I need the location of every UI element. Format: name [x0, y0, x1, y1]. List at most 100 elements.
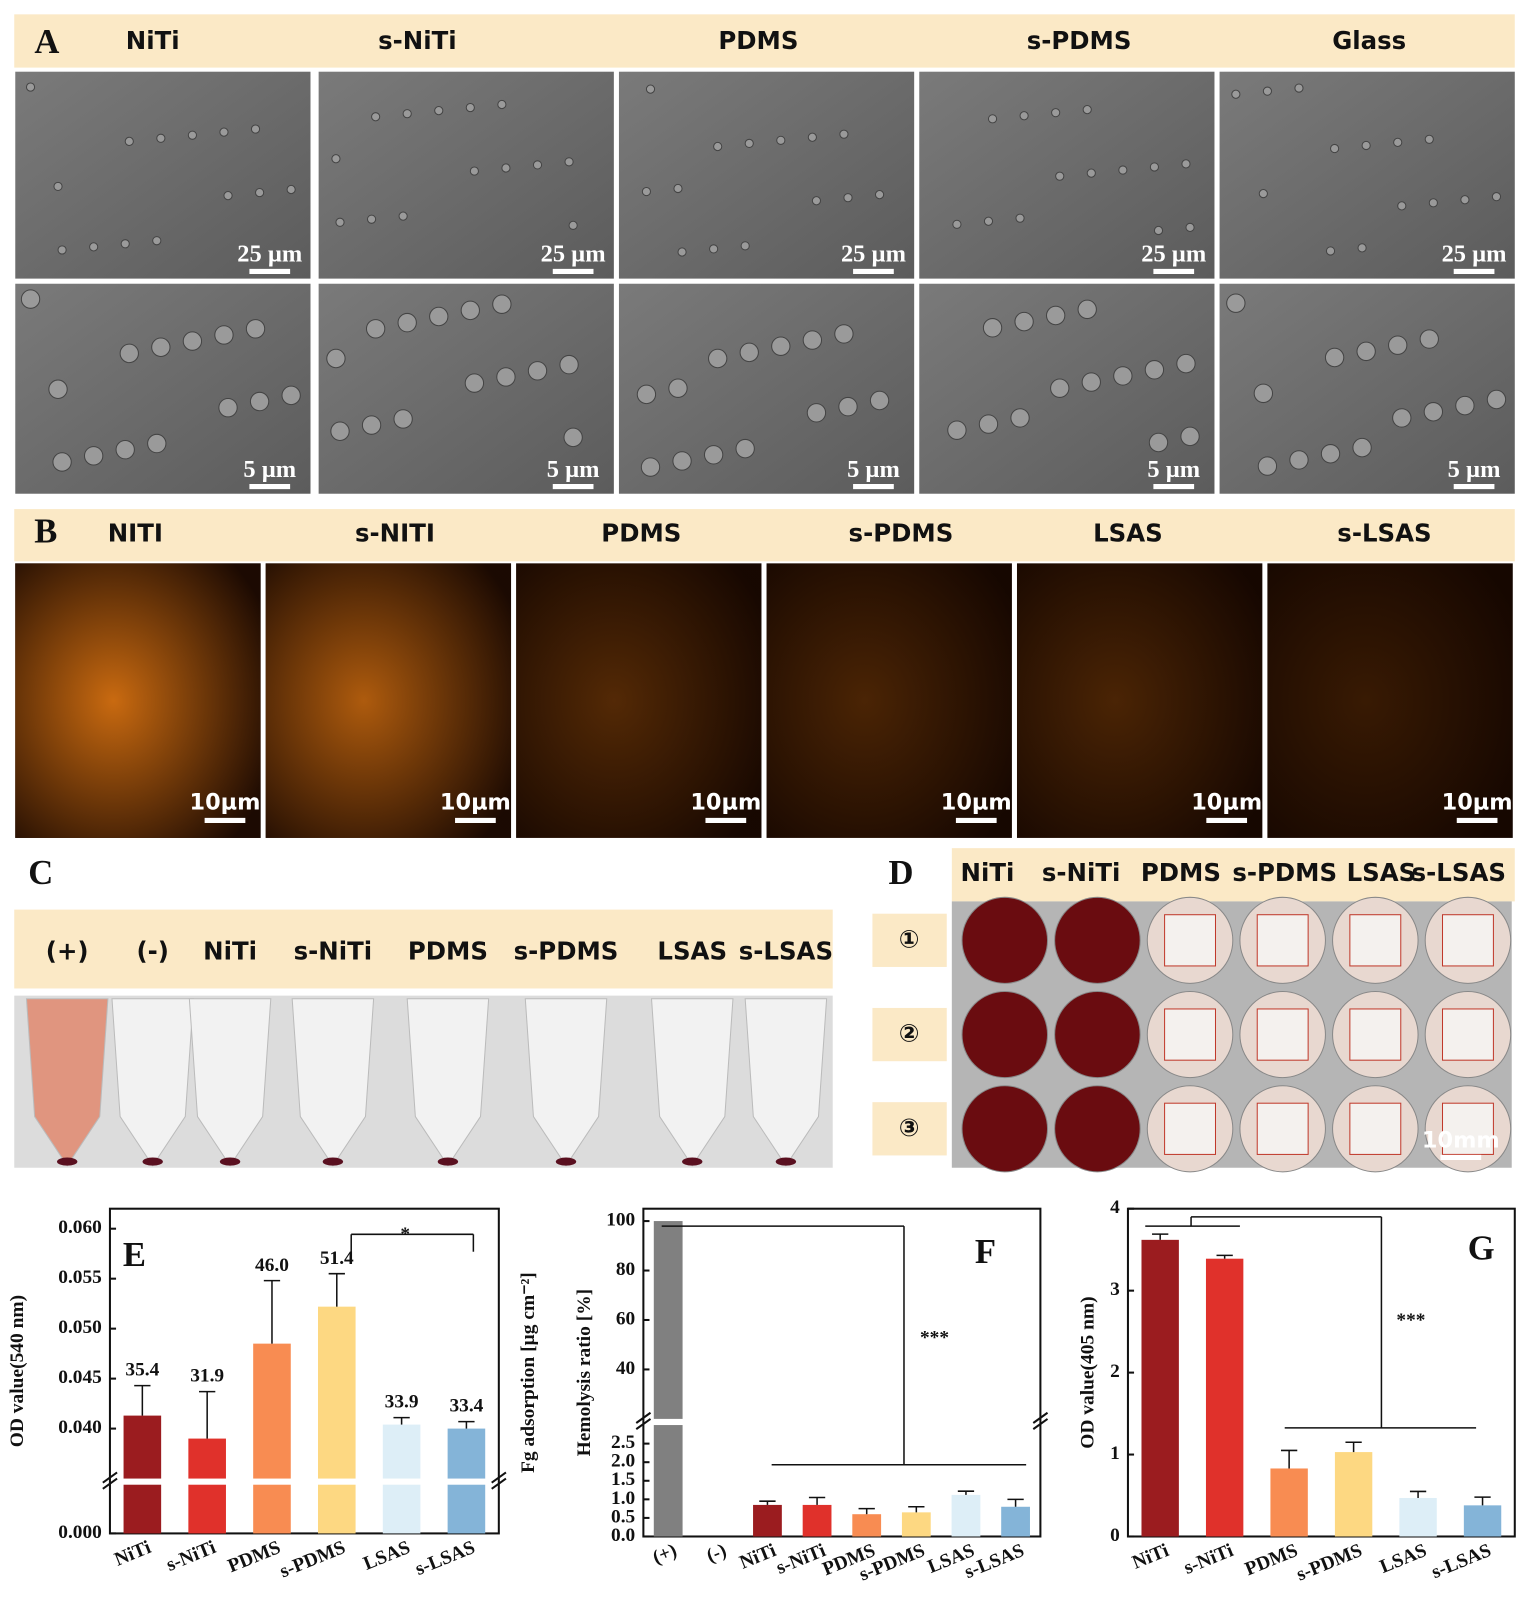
cell	[735, 438, 755, 459]
x-tick-label: NiTi	[1129, 1540, 1172, 1574]
bar-annotation: 31.9	[190, 1366, 224, 1387]
y-tick-label: 100	[606, 1209, 635, 1230]
column-title: s-LSAS	[739, 937, 833, 966]
cell	[564, 157, 574, 167]
break-mark	[102, 1471, 118, 1490]
fluorescence-glow	[516, 563, 762, 838]
fluorescence-glow	[1267, 563, 1513, 838]
cell	[1455, 395, 1475, 416]
cell	[811, 196, 822, 206]
bar	[1399, 1497, 1437, 1537]
panel-label: D	[888, 853, 913, 892]
cell	[366, 214, 377, 224]
panel-label: F	[975, 1232, 996, 1271]
pellet	[555, 1157, 577, 1166]
y-tick-label: 2.5	[611, 1432, 635, 1453]
cell	[1148, 432, 1169, 453]
sample	[1349, 1008, 1402, 1061]
cell	[713, 141, 723, 152]
cell	[1419, 329, 1439, 349]
bar	[1334, 1452, 1373, 1537]
fluorescence-glow	[766, 563, 1012, 838]
cell	[527, 361, 548, 381]
column-title: LSAS	[657, 937, 727, 966]
tube	[406, 998, 490, 1167]
cell	[532, 160, 543, 170]
cell	[1320, 444, 1341, 464]
cell	[1262, 86, 1272, 96]
column-title: (-)	[136, 937, 168, 966]
column-title: s-NiTi	[1042, 858, 1121, 887]
y-axis-label: Hemolysis ratio [%]	[574, 1289, 595, 1456]
cell	[1352, 437, 1372, 458]
cell	[640, 457, 661, 477]
plot-frame	[1126, 1207, 1516, 1538]
well	[1054, 896, 1141, 984]
cell	[1081, 372, 1101, 392]
cell	[709, 244, 719, 254]
cell	[1231, 89, 1241, 99]
cell	[83, 446, 104, 466]
scale-bar-label: 5 µm	[847, 456, 900, 483]
cell	[1149, 162, 1159, 172]
cell	[249, 391, 270, 412]
cell	[52, 452, 72, 472]
cell	[947, 420, 967, 440]
cell	[223, 191, 233, 201]
bar	[1205, 1258, 1244, 1537]
column-title: NiTi	[203, 937, 257, 966]
cell	[1015, 213, 1025, 223]
row-label: ②	[899, 1019, 920, 1048]
cell	[776, 135, 786, 145]
cell	[982, 318, 1003, 338]
cell	[1144, 360, 1165, 380]
column-title: s-PDMS	[1027, 26, 1132, 55]
cell	[402, 109, 412, 119]
cell	[115, 439, 135, 460]
cell	[361, 415, 382, 435]
cell	[1258, 188, 1268, 199]
scale-bar-label: 5 µm	[243, 456, 296, 483]
cell	[398, 211, 408, 221]
column-title: s-NITI	[355, 519, 435, 548]
cell	[25, 82, 36, 92]
scale-bar-label: 10µm	[440, 790, 511, 816]
cell	[1014, 311, 1034, 332]
cell	[834, 324, 854, 344]
sample	[1256, 1008, 1309, 1061]
column-title: s-PDMS	[514, 937, 619, 966]
scale-bar-label: 25 µm	[541, 241, 606, 268]
sample	[1256, 914, 1309, 967]
cell	[1388, 335, 1408, 355]
bar	[951, 1494, 981, 1537]
cell	[739, 342, 759, 363]
sample	[1349, 1102, 1402, 1155]
cell	[869, 390, 890, 411]
y-tick-label: 4	[1110, 1197, 1120, 1218]
y-tick-label: 40	[616, 1358, 635, 1379]
y-tick-label: 0.5	[611, 1506, 635, 1527]
header-band	[951, 848, 1515, 902]
scale-bar-label: 25 µm	[1141, 241, 1206, 268]
bar	[802, 1504, 832, 1537]
cell	[218, 397, 238, 418]
scale-bar-label: 10µm	[190, 790, 261, 816]
y-tick-label: 0.055	[58, 1267, 102, 1288]
plot-frame	[108, 1207, 500, 1535]
scale-bar-label: 10µm	[1191, 790, 1262, 816]
cell	[393, 409, 413, 429]
y-tick-label: 80	[616, 1259, 635, 1280]
cell	[53, 181, 63, 192]
cell	[983, 216, 994, 226]
cell	[429, 306, 449, 327]
bar	[253, 1343, 291, 1534]
cell	[152, 236, 162, 246]
panel-label: C	[28, 853, 53, 892]
column-title: PDMS	[1141, 858, 1221, 887]
cell	[668, 378, 688, 398]
sample	[1164, 1008, 1217, 1061]
cell	[464, 373, 485, 393]
cell	[397, 312, 417, 333]
pellet	[775, 1157, 797, 1166]
tube	[188, 998, 272, 1167]
